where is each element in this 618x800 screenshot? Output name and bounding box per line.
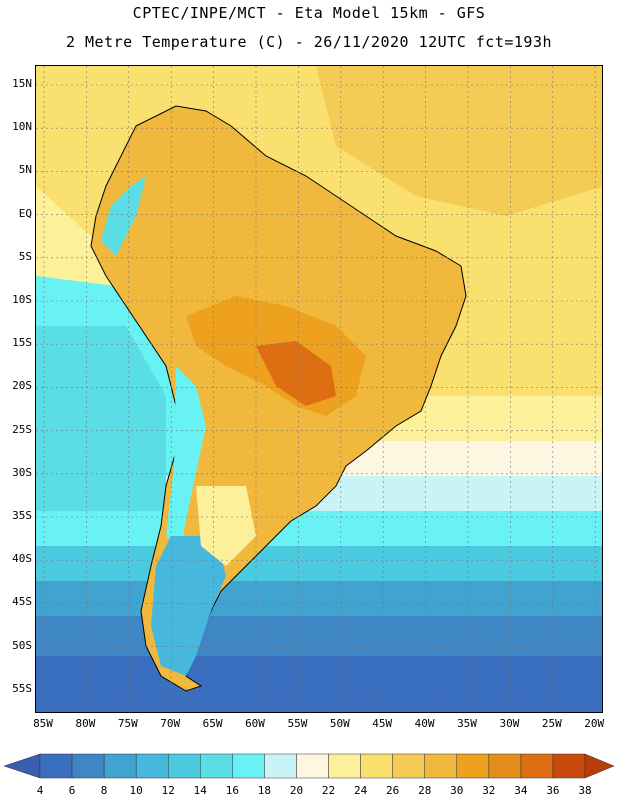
longitude-label: 30W [499, 717, 520, 730]
colorbar-tick-label: 34 [514, 784, 528, 797]
longitude-label: 75W [117, 717, 138, 730]
ocean-band-cyan [36, 511, 602, 546]
colorbar-over-arrow [584, 753, 615, 779]
latitude-label: 15S [12, 336, 32, 350]
colorbar-tick-label: 20 [289, 784, 304, 797]
colorbar-segment [456, 753, 490, 779]
latitude-label: 10S [12, 293, 32, 306]
longitude-label: 40W [414, 717, 435, 730]
latitude-label: 15N [12, 77, 32, 90]
ocean-band-blue2 [36, 616, 602, 656]
colorbar-segment [424, 753, 458, 779]
colorbar-segment [200, 753, 233, 779]
pacific-teal-water [36, 326, 166, 511]
colorbar-tick-label: 4 [36, 784, 44, 797]
colorbar-segment [296, 753, 329, 779]
colorbar-tick-label: 10 [129, 784, 143, 797]
hotter-interior [256, 341, 336, 406]
graticule [36, 66, 602, 712]
longitude-label: 65W [202, 717, 223, 730]
latitude-label: 55S [12, 681, 32, 695]
colorbar-tick-label: 26 [386, 784, 400, 797]
latitude-label: EQ [18, 206, 32, 220]
colorbar-tick-label: 22 [321, 784, 336, 797]
ocean-band-blue1 [36, 581, 602, 616]
colorbar-tick-label: 24 [353, 784, 368, 797]
ocean-band-blue3 [36, 656, 602, 712]
colorbar-segment [135, 753, 169, 779]
longitude-label: 45W [372, 717, 393, 730]
colorbar-segment [167, 753, 201, 779]
temperature-map[interactable] [35, 65, 603, 713]
colorbar-segment [488, 753, 522, 779]
map-subtitle: 2 Metre Temperature (C) - 26/11/2020 12U… [65, 33, 553, 51]
latitude-label: 40S [12, 552, 32, 566]
colorbar-segment [520, 753, 554, 779]
patagonia-cool [151, 536, 226, 676]
longitude-label: 25W [541, 717, 562, 730]
colorbar-tick-label: 12 [161, 784, 175, 797]
latitude-label: 20S [12, 379, 32, 393]
latitude-label: 10N [12, 120, 32, 134]
colorbar-segment [552, 753, 586, 779]
colorbar-segment [360, 753, 393, 779]
colorbar-segment [71, 753, 105, 779]
longitude-label: 50W [329, 717, 350, 730]
andes-cold-central [166, 366, 206, 546]
colorbar-tick-label: 6 [68, 784, 76, 797]
colorbar-tick-label: 16 [225, 784, 239, 797]
longitude-label: 55W [287, 717, 308, 730]
map-title: CPTEC/INPE/MCT - Eta Model 15km - GFS [132, 4, 486, 22]
colorbar-segment [39, 753, 73, 779]
colorbar-segment [392, 753, 425, 779]
colorbar-segment [264, 753, 297, 779]
colorbar-tick-label: 14 [193, 784, 207, 797]
longitude-label: 35W [457, 717, 477, 730]
colorbar-tick-label: 32 [482, 784, 496, 797]
colorbar [3, 753, 615, 779]
longitude-label: 80W [75, 717, 96, 730]
colorbar-tick-label: 8 [100, 784, 108, 797]
colorbar-tick-label: 38 [578, 784, 592, 797]
colorbar-segment [328, 753, 361, 779]
longitude-label: 85W [33, 717, 53, 730]
latitude-label: 5N [18, 163, 32, 177]
colorbar-tick-label: 36 [546, 784, 560, 797]
colorbar-under-arrow [3, 753, 41, 779]
longitude-label: 20W [584, 717, 605, 730]
latitude-label: 25S [12, 422, 32, 436]
latitude-label: 45S [12, 595, 32, 609]
ocean-band-teal [36, 546, 602, 581]
latitude-label: 35S [12, 509, 32, 522]
colorbar-tick-label: 28 [418, 784, 432, 797]
longitude-label: 70W [160, 717, 181, 730]
colorbar-tick-label: 18 [257, 784, 272, 797]
patagonia-pale [196, 486, 256, 566]
colorbar-tick-label: 30 [450, 784, 464, 797]
atlantic-warm-water [316, 66, 602, 216]
colorbar-segment [232, 753, 265, 779]
colorbar-segment [103, 753, 137, 779]
longitude-label: 60W [245, 717, 265, 730]
latitude-label: 50S [12, 638, 32, 652]
latitude-label: 5S [18, 249, 32, 263]
latitude-label: 30S [12, 465, 32, 479]
andes-cold-north [101, 176, 146, 256]
